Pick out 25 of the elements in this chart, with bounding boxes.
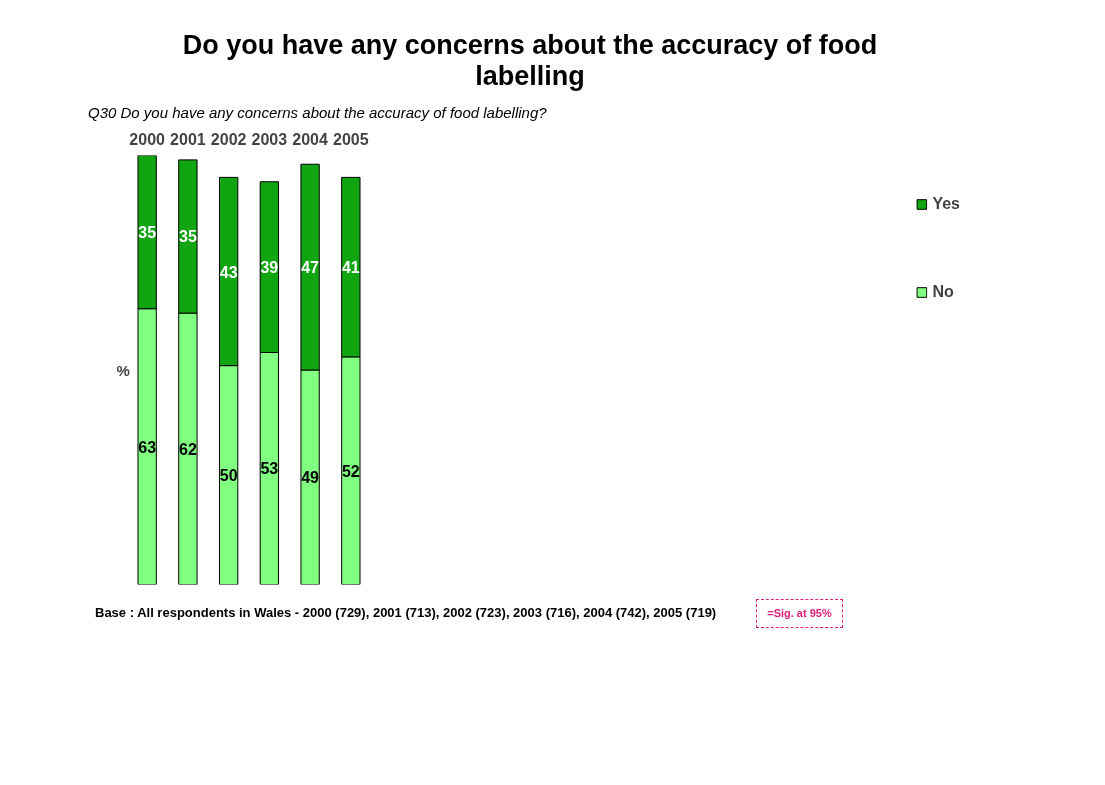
- data-label: 39: [260, 258, 279, 276]
- data-label: 50: [219, 466, 238, 484]
- x-tick-label: 2004: [292, 130, 328, 148]
- text: Base : All respondents in Wales - 2000 (729), 2001 (713), 2002 (723), 2003 (716), 2004 (742), 2005 (719): [95, 604, 717, 623]
- data-label: 35: [138, 223, 157, 241]
- data-label: 52: [341, 462, 360, 480]
- x-tick-label: 2003: [251, 130, 288, 148]
- chart-subtitle: Q30 Do you have any concerns about the accuracy of food labelling?: [88, 103, 547, 124]
- data-label: 43: [219, 263, 238, 281]
- data-label: 41: [341, 258, 360, 276]
- text: =Sig. at 95%: [756, 598, 843, 629]
- legend-label: No: [932, 282, 954, 301]
- data-label: 62: [179, 440, 197, 458]
- data-label: 47: [301, 258, 320, 276]
- data-label: 53: [260, 460, 279, 478]
- x-tick-label: 2002: [210, 130, 247, 148]
- x-tick-label: 2000: [129, 130, 166, 148]
- data-label: 35: [179, 228, 197, 245]
- legend-label: Yes: [932, 194, 960, 213]
- data-label: 49: [301, 468, 320, 486]
- x-tick-label: 2005: [333, 130, 369, 148]
- text: Do you have any concerns about the accuracy of food labelling: [181, 30, 879, 93]
- data-label: 63: [138, 438, 157, 456]
- y-axis-title: %: [116, 361, 130, 379]
- x-tick-label: 2001: [170, 130, 206, 148]
